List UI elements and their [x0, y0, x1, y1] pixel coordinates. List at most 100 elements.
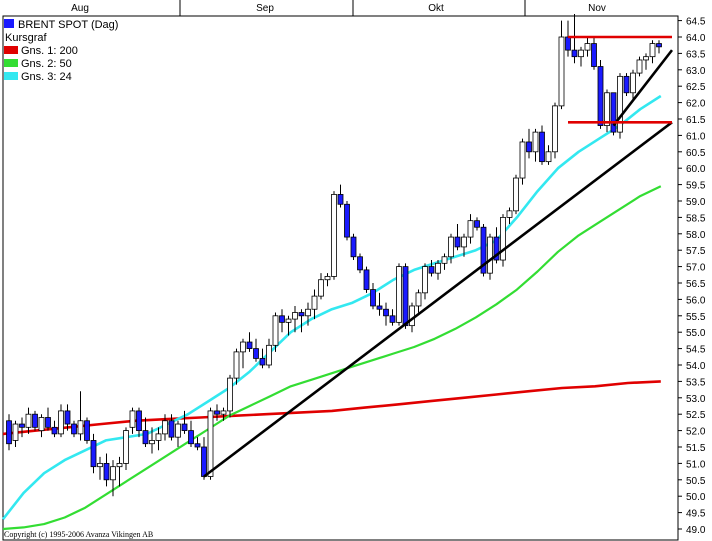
candle-body-down — [656, 43, 662, 48]
candle-body-down — [363, 269, 370, 290]
candle-body-down — [428, 266, 435, 274]
candle — [357, 253, 363, 274]
candle — [513, 174, 519, 215]
y-tick-label: 49.5 — [686, 509, 706, 520]
candle — [558, 20, 565, 110]
y-tick-label: 49.0 — [686, 525, 706, 536]
candle — [25, 407, 32, 434]
candle-body-down — [337, 194, 344, 205]
candle — [259, 348, 266, 369]
candle — [116, 456, 123, 487]
candle — [623, 73, 630, 97]
candle — [64, 404, 71, 431]
candle-body-down — [376, 305, 383, 310]
candle — [298, 309, 305, 333]
candle-body-up — [285, 318, 292, 323]
candle-body-down — [480, 226, 487, 274]
candle-body-down — [90, 440, 97, 468]
candle — [636, 56, 643, 77]
candle — [45, 407, 51, 431]
y-tick-label: 54.0 — [686, 361, 706, 372]
candle — [123, 427, 129, 470]
x-tick-label: Sep — [256, 3, 274, 14]
legend-swatch-ma50 — [4, 59, 18, 67]
candle — [383, 302, 389, 326]
candle-body-up — [519, 141, 526, 179]
candle — [370, 283, 376, 310]
candle-body-down — [51, 426, 58, 435]
candle-body-up — [110, 466, 116, 481]
candle-body-up — [441, 256, 448, 264]
candle-body-up — [422, 266, 428, 294]
y-tick-label: 50.5 — [686, 476, 706, 487]
candle — [240, 338, 246, 369]
y-tick-label: 59.5 — [686, 181, 706, 192]
candle-body-up — [233, 351, 240, 379]
candle-body-up — [435, 262, 441, 274]
candle — [506, 207, 513, 224]
candle — [435, 260, 441, 280]
candle-body-up — [487, 236, 493, 274]
y-tick-label: 64.0 — [686, 33, 706, 44]
ma24-line — [1, 94, 662, 521]
y-tick-label: 50.0 — [686, 492, 706, 503]
candle — [389, 309, 396, 326]
legend-label-ma50: Gns. 2: 50 — [21, 58, 72, 70]
candle — [12, 420, 19, 447]
candle-body-down — [565, 36, 571, 51]
candle-body-up — [396, 266, 402, 323]
candle-body-down — [623, 75, 630, 94]
y-tick-label: 61.5 — [686, 115, 706, 126]
candle-body-up — [584, 43, 591, 51]
legend-label-ma200: Gns. 1: 200 — [21, 45, 78, 57]
legend: BRENT SPOT (Dag) Kursgraf Gns. 1: 200 Gn… — [4, 19, 118, 83]
candle — [84, 417, 90, 444]
candle-body-down — [259, 358, 266, 366]
candle-body-down — [253, 348, 259, 359]
candle — [428, 260, 435, 277]
candle-body-up — [409, 305, 415, 327]
candle-body-up — [129, 410, 136, 428]
candle — [630, 69, 636, 100]
candle — [539, 125, 545, 165]
candle-body-up — [272, 315, 279, 346]
candle-body-down — [298, 312, 305, 317]
candle-body-down — [383, 308, 389, 317]
candle-body-up — [552, 105, 558, 153]
candle — [77, 391, 84, 441]
candle — [584, 37, 591, 57]
candle — [545, 145, 552, 165]
candle-body-up — [604, 92, 610, 126]
candle-body-up — [649, 43, 656, 58]
candle-body-down — [194, 443, 201, 448]
candle-body-up — [318, 279, 324, 297]
candle-body-down — [188, 430, 194, 445]
candle — [331, 191, 337, 280]
candle — [480, 223, 487, 277]
candle — [467, 214, 474, 244]
candle-body-down — [71, 423, 77, 435]
candle — [337, 184, 344, 208]
candle — [6, 414, 12, 451]
y-tick-label: 52.5 — [686, 410, 706, 421]
candle-body-up — [506, 210, 513, 218]
candle — [58, 404, 64, 438]
plot-frame — [2, 15, 679, 541]
legend-swatch-ma200 — [4, 46, 18, 54]
candle-body-up — [448, 236, 454, 258]
candle-body-down — [597, 66, 604, 126]
candle-body-up — [58, 410, 64, 435]
candle — [526, 128, 532, 159]
candle — [103, 453, 110, 487]
x-tick-label: Okt — [428, 3, 444, 14]
candle-body-down — [103, 462, 110, 481]
candle-body-down — [402, 266, 409, 327]
candle-body-up — [558, 36, 565, 107]
candle — [571, 14, 578, 64]
legend-swatch-price — [4, 19, 14, 28]
candle — [175, 420, 181, 447]
y-tick-label: 62.5 — [686, 82, 706, 93]
candle — [643, 53, 649, 70]
candle-body-up — [311, 295, 318, 310]
y-tick-label: 56.0 — [686, 295, 706, 306]
